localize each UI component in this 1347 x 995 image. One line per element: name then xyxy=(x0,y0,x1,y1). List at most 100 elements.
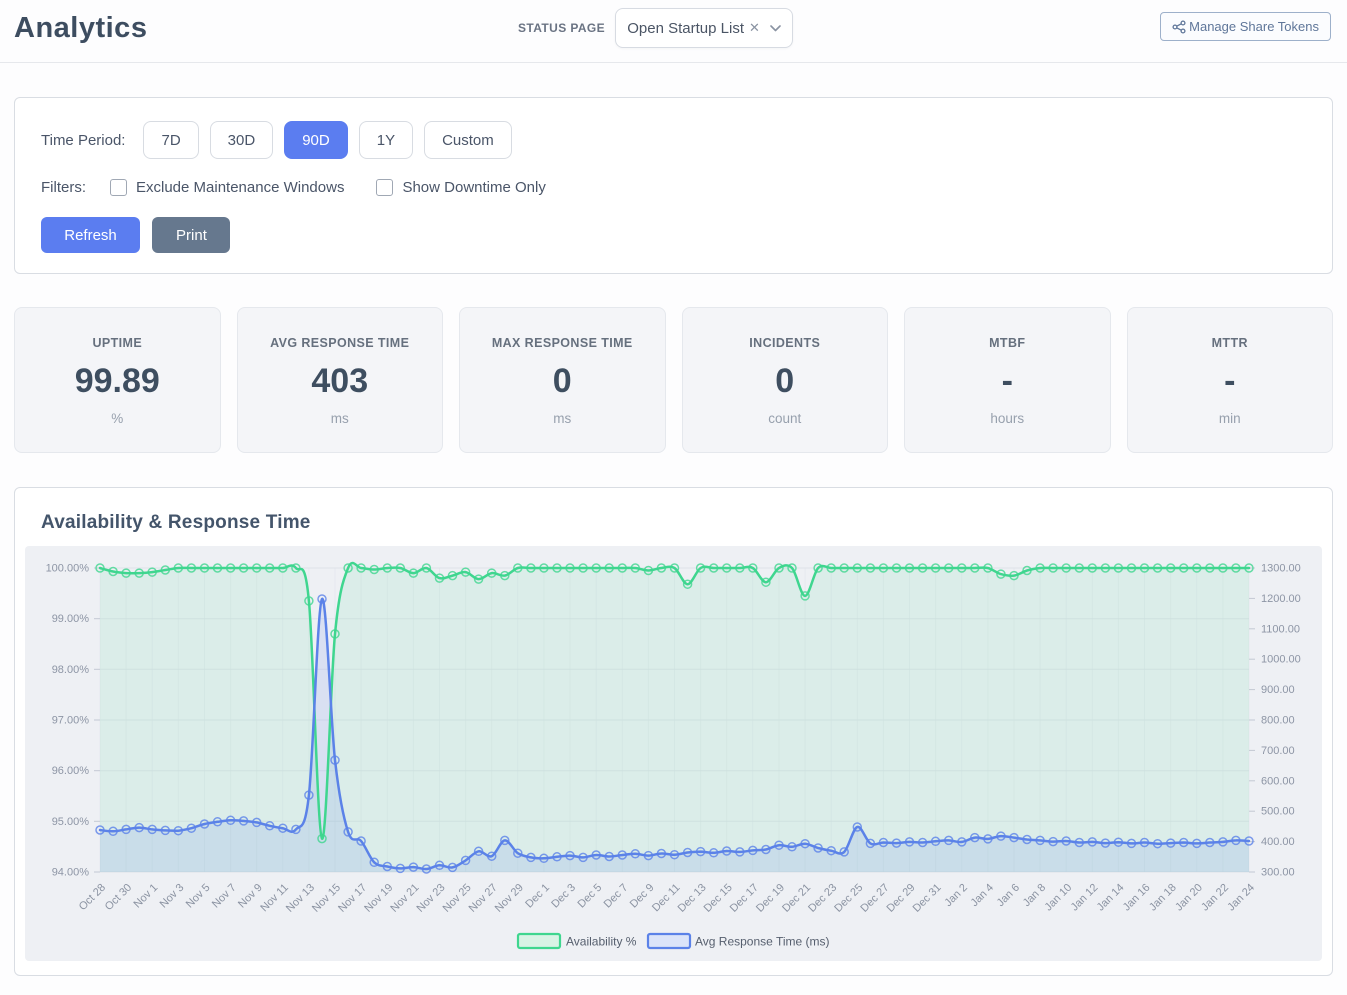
stat-value: - xyxy=(1224,362,1236,400)
stat-label: MTTR xyxy=(1211,336,1248,350)
stat-value: 0 xyxy=(775,362,795,400)
header: Analytics STATUS PAGE Open Startup List … xyxy=(0,0,1347,63)
chart-panel: Availability & Response Time 100.00% 99.0… xyxy=(14,487,1333,976)
svg-text:Dec 29: Dec 29 xyxy=(884,882,917,915)
status-page-select[interactable]: Open Startup List ✕ xyxy=(615,8,794,48)
stat-label: AVG RESPONSE TIME xyxy=(270,336,410,350)
svg-text:Jan 14: Jan 14 xyxy=(1095,882,1127,914)
stat-value: 99.89 xyxy=(74,362,160,400)
period-30d-button[interactable]: 30D xyxy=(209,121,274,159)
stat-value: - xyxy=(1001,362,1013,400)
svg-text:400.00: 400.00 xyxy=(1261,836,1295,848)
period-custom-button[interactable]: Custom xyxy=(424,121,512,159)
svg-text:Nov 27: Nov 27 xyxy=(467,882,500,915)
filter-panel: Time Period: 7D 30D 90D 1Y Custom Filter… xyxy=(14,97,1333,274)
svg-text:Dec 21: Dec 21 xyxy=(780,882,813,915)
svg-text:Nov 13: Nov 13 xyxy=(284,882,317,915)
svg-text:1300.00: 1300.00 xyxy=(1261,563,1301,575)
svg-text:Nov 5: Nov 5 xyxy=(184,882,213,911)
svg-text:Nov 23: Nov 23 xyxy=(414,882,447,915)
svg-text:Jan 12: Jan 12 xyxy=(1069,882,1101,914)
period-90d-button[interactable]: 90D xyxy=(284,121,348,159)
stat-unit: % xyxy=(111,411,124,426)
stat-card-mttr: MTTR - min xyxy=(1126,307,1333,453)
period-7d-button[interactable]: 7D xyxy=(143,121,199,159)
svg-text:Dec 7: Dec 7 xyxy=(602,882,631,911)
svg-text:Nov 15: Nov 15 xyxy=(310,882,343,915)
time-period-label: Time Period: xyxy=(41,131,126,149)
svg-text:Dec 31: Dec 31 xyxy=(911,882,944,915)
stat-card-uptime: UPTIME 99.89 % xyxy=(14,307,221,453)
time-period-row: Time Period: 7D 30D 90D 1Y Custom xyxy=(41,121,1306,159)
svg-text:Dec 13: Dec 13 xyxy=(676,882,709,915)
share-icon xyxy=(1172,19,1186,34)
svg-text:94.00%: 94.00% xyxy=(52,867,90,879)
filters-row: Filters: Exclude Maintenance Windows Sho… xyxy=(41,176,1306,198)
svg-text:Avg Response Time (ms): Avg Response Time (ms) xyxy=(695,935,830,949)
stat-value: 403 xyxy=(311,362,369,400)
show-downtime-checkbox[interactable] xyxy=(376,178,394,196)
refresh-button[interactable]: Refresh xyxy=(41,217,140,253)
svg-text:96.00%: 96.00% xyxy=(52,765,90,777)
svg-text:Jan 18: Jan 18 xyxy=(1147,882,1179,914)
print-button[interactable]: Print xyxy=(152,217,231,253)
status-page-selected-value: Open Startup List xyxy=(627,19,744,37)
svg-text:Jan 20: Jan 20 xyxy=(1173,882,1205,914)
svg-text:Dec 15: Dec 15 xyxy=(702,882,735,915)
svg-text:Dec 23: Dec 23 xyxy=(806,882,839,915)
exclude-maintenance-label: Exclude Maintenance Windows xyxy=(136,178,345,196)
show-downtime-checkbox-group[interactable]: Show Downtime Only xyxy=(376,178,546,196)
svg-text:Jan 6: Jan 6 xyxy=(995,882,1023,910)
svg-text:Dec 27: Dec 27 xyxy=(858,882,891,915)
svg-text:97.00%: 97.00% xyxy=(52,715,90,727)
svg-text:300.00: 300.00 xyxy=(1261,867,1295,879)
svg-text:Nov 21: Nov 21 xyxy=(388,882,421,915)
svg-text:Nov 3: Nov 3 xyxy=(158,882,187,911)
svg-text:Nov 29: Nov 29 xyxy=(493,882,526,915)
filters-label: Filters: xyxy=(41,178,86,196)
manage-share-tokens-button[interactable]: Manage Share Tokens xyxy=(1160,12,1331,41)
stat-unit: ms xyxy=(553,411,572,426)
svg-text:700.00: 700.00 xyxy=(1261,745,1295,757)
chevron-down-icon xyxy=(770,24,781,32)
svg-text:Nov 7: Nov 7 xyxy=(210,882,239,911)
svg-text:Dec 1: Dec 1 xyxy=(523,882,552,911)
svg-text:Oct 28: Oct 28 xyxy=(77,882,108,913)
stat-card-max-response: MAX RESPONSE TIME 0 ms xyxy=(459,307,666,453)
chart-title: Availability & Response Time xyxy=(41,512,311,533)
svg-text:Jan 10: Jan 10 xyxy=(1042,882,1074,914)
clear-selection-icon[interactable]: ✕ xyxy=(748,20,760,35)
svg-text:Nov 1: Nov 1 xyxy=(132,882,161,911)
svg-text:Dec 19: Dec 19 xyxy=(754,882,787,915)
action-buttons-row: Refresh Print xyxy=(41,217,1306,253)
svg-text:100.00%: 100.00% xyxy=(46,563,90,575)
svg-text:99.00%: 99.00% xyxy=(52,613,90,625)
stat-unit: count xyxy=(768,411,802,426)
exclude-maintenance-checkbox-group[interactable]: Exclude Maintenance Windows xyxy=(110,178,345,196)
legend-item[interactable]: Availability % xyxy=(516,932,637,950)
availability-response-chart: 100.00% 99.00% 98.00% 97.00% 96.00% 95.00% 94.… xyxy=(25,546,1322,961)
stat-unit: min xyxy=(1218,411,1241,426)
period-1y-button[interactable]: 1Y xyxy=(358,121,414,159)
svg-text:Jan 16: Jan 16 xyxy=(1121,882,1153,914)
svg-text:1100.00: 1100.00 xyxy=(1261,623,1300,635)
stat-unit: hours xyxy=(990,411,1025,426)
svg-text:Dec 17: Dec 17 xyxy=(728,882,761,915)
svg-text:900.00: 900.00 xyxy=(1261,684,1295,696)
svg-text:1000.00: 1000.00 xyxy=(1261,654,1301,666)
svg-text:Nov 19: Nov 19 xyxy=(362,882,395,915)
svg-text:Availability %: Availability % xyxy=(566,935,637,949)
svg-text:800.00: 800.00 xyxy=(1261,715,1295,727)
svg-text:98.00%: 98.00% xyxy=(52,664,90,676)
svg-text:Oct 30: Oct 30 xyxy=(103,882,134,913)
legend-item[interactable]: Avg Response Time (ms) xyxy=(646,932,830,950)
manage-share-tokens-label: Manage Share Tokens xyxy=(1189,19,1319,34)
svg-text:600.00: 600.00 xyxy=(1261,775,1295,787)
stat-card-incidents: INCIDENTS 0 count xyxy=(681,307,888,453)
page-title: Analytics xyxy=(14,12,148,44)
svg-text:95.00%: 95.00% xyxy=(52,816,90,828)
svg-text:1200.00: 1200.00 xyxy=(1261,593,1301,605)
status-page-label: STATUS PAGE xyxy=(518,21,606,35)
exclude-maintenance-checkbox[interactable] xyxy=(110,178,127,196)
stat-card-avg-response: AVG RESPONSE TIME 403 ms xyxy=(236,307,443,453)
